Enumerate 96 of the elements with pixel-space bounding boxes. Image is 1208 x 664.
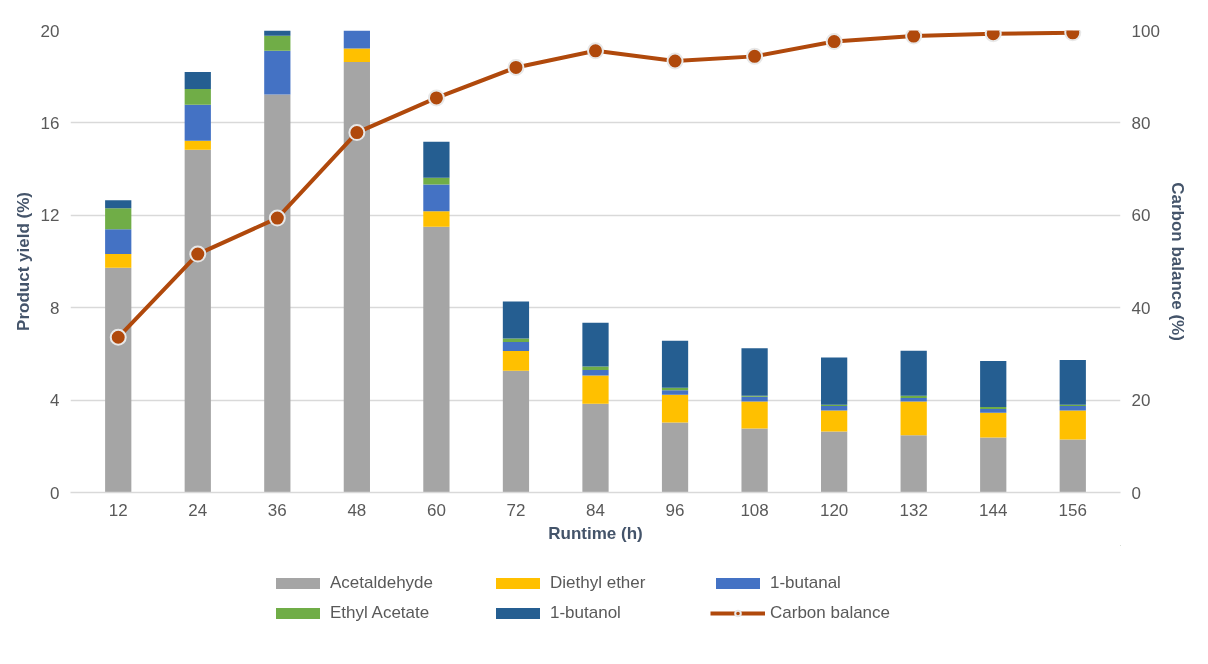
bar [582, 322, 609, 367]
bar [184, 149, 211, 493]
x-tick-label: 96 [665, 500, 685, 520]
point [666, 52, 684, 70]
bar [105, 254, 132, 268]
bar [900, 401, 927, 436]
legend-label: Carbon balance [770, 602, 892, 623]
bar [184, 104, 211, 141]
bar [184, 140, 211, 150]
bar [343, 61, 370, 493]
bar [741, 428, 768, 493]
bar [184, 88, 211, 105]
point [427, 89, 445, 107]
point [348, 124, 366, 142]
x-tick-label: 84 [586, 500, 605, 520]
bar [582, 403, 609, 493]
bar [1059, 359, 1086, 405]
bar [502, 370, 530, 493]
bar [980, 412, 1007, 438]
point [587, 42, 604, 60]
y2-tick-label: 20 [1131, 391, 1151, 411]
y-tick-label: 8 [50, 298, 60, 318]
bar [900, 350, 927, 396]
bar [423, 211, 450, 227]
y2-tick-label: 40 [1131, 298, 1151, 318]
point [825, 33, 843, 51]
y-tick-label: 4 [50, 391, 60, 411]
point [109, 328, 127, 346]
x-tick-label: 36 [267, 500, 287, 520]
x-tick-label: 144 [979, 500, 1008, 520]
bar [1059, 410, 1086, 440]
bar [105, 267, 132, 493]
bar [980, 437, 1007, 493]
bar [502, 338, 530, 342]
bar [423, 226, 450, 493]
y-tick-label: 0 [50, 483, 60, 503]
y2-tick-label: 0 [1131, 483, 1141, 503]
legend-label: 1-butanol [550, 602, 622, 623]
bar [105, 208, 132, 230]
y2-tick-label: 80 [1131, 113, 1151, 133]
bar [821, 410, 848, 432]
bar [105, 229, 132, 255]
bar [661, 422, 689, 493]
bar [343, 30, 370, 49]
legend-label: Diethyl ether [550, 572, 647, 593]
bar [105, 200, 132, 209]
bar [502, 301, 530, 339]
bar [582, 375, 609, 404]
x-tick-label: 24 [188, 500, 208, 520]
bar [184, 72, 211, 89]
legend-label: Ethyl Acetate [330, 602, 431, 623]
x-tick-label: 72 [506, 500, 526, 520]
y2-tick-label: 100 [1131, 21, 1160, 41]
x-tick-label: 120 [819, 500, 849, 520]
y2-tick-label: 60 [1131, 206, 1151, 226]
x-tick-label: 12 [108, 500, 128, 520]
bar [264, 30, 291, 36]
y-axis-title: Product yield (%) [13, 192, 33, 331]
point [905, 30, 923, 45]
x-tick-label: 132 [899, 500, 928, 520]
bar [980, 408, 1007, 413]
bar [741, 401, 768, 429]
bar [1059, 439, 1086, 493]
y-tick-label: 16 [40, 113, 60, 133]
bar [821, 357, 848, 405]
bar [661, 394, 689, 423]
bar [423, 177, 450, 185]
y-tick-label: 20 [40, 21, 60, 41]
x-tick-label: 48 [347, 500, 367, 520]
bar [900, 435, 927, 493]
bar [582, 370, 609, 376]
x-tick-label: 60 [426, 500, 446, 520]
x-tick-label: 156 [1058, 500, 1087, 520]
legend-label: Acetaldehyde [330, 572, 435, 593]
bar [741, 348, 768, 396]
point [268, 209, 286, 227]
legend-label: 1-butanal [770, 572, 842, 593]
point [746, 47, 764, 65]
bar [264, 35, 291, 51]
bar [423, 141, 450, 178]
bar [980, 361, 1007, 408]
y-tick-label: 12 [40, 206, 60, 226]
x-tick-label: 108 [740, 500, 769, 520]
bar [423, 184, 450, 212]
bar [264, 94, 291, 493]
x-axis-title: Runtime (h) [548, 523, 643, 543]
point [189, 245, 207, 263]
bar [821, 431, 848, 493]
bar [502, 341, 530, 351]
bar [264, 50, 291, 95]
y2-axis-title: Carbon balance (%) [1167, 182, 1187, 341]
bar [343, 48, 370, 62]
point [507, 58, 525, 76]
bar [502, 350, 530, 371]
bar [661, 340, 689, 388]
bar [661, 390, 689, 395]
